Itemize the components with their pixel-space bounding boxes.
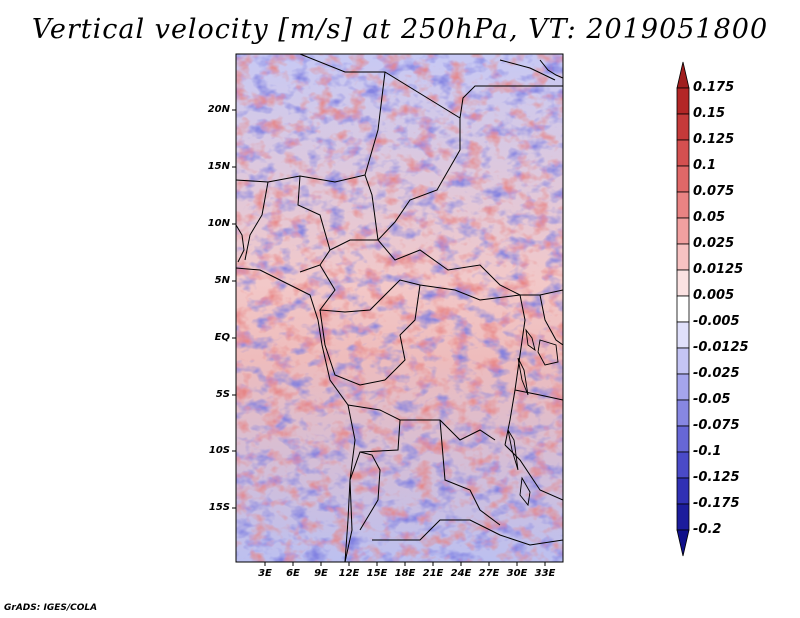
colorbar-label: -0.1 (693, 444, 722, 459)
colorbar-swatch (676, 165, 690, 193)
velocity-field (236, 54, 563, 562)
lat-label-20n: 20N (207, 104, 230, 115)
lat-label-15s: 15S (208, 502, 230, 513)
lon-label-9e: 9E (314, 568, 328, 579)
colorbar-swatch (676, 269, 690, 297)
colorbar-label: -0.175 (693, 496, 740, 511)
colorbar (676, 61, 690, 557)
map-frame (235, 53, 564, 563)
colorbar-label: 0.125 (693, 132, 735, 147)
lake-outlines (507, 328, 559, 507)
colorbar-label: -0.125 (693, 470, 740, 485)
lat-label-10n: 10N (207, 218, 230, 229)
lon-label-30e: 30E (506, 568, 528, 579)
footer-credit: GrADS: IGES/COLA (4, 603, 98, 613)
colorbar-swatch (676, 295, 690, 323)
colorbar-swatch (676, 399, 690, 427)
colorbar-swatch (676, 529, 690, 557)
colorbar-swatch (676, 373, 690, 401)
lon-label-18e: 18E (394, 568, 416, 579)
colorbar-swatch (676, 191, 690, 219)
lat-label-eq: EQ (214, 332, 230, 343)
lon-label-3e: 3E (258, 568, 272, 579)
map-title: Vertical velocity [m/s] at 250hPa, VT: 2… (31, 14, 769, 45)
colorbar-label: 0.075 (693, 184, 735, 199)
lon-label-21e: 21E (422, 568, 444, 579)
lon-label-15e: 15E (366, 568, 388, 579)
colorbar-label: 0.175 (693, 80, 735, 95)
lon-label-6e: 6E (286, 568, 300, 579)
colorbar-swatch (676, 321, 690, 349)
colorbar-swatch (676, 477, 690, 505)
colorbar-label: -0.2 (693, 522, 722, 537)
colorbar-label: -0.0125 (693, 340, 749, 355)
lon-label-12e: 12E (338, 568, 360, 579)
colorbar-swatch (676, 113, 690, 141)
colorbar-label: 0.05 (693, 210, 726, 225)
colorbar-swatch (676, 243, 690, 271)
lon-label-27e: 27E (478, 568, 500, 579)
colorbar-label: 0.005 (693, 288, 735, 303)
axis-ticks (232, 109, 546, 566)
colorbar-swatch (676, 347, 690, 375)
colorbar-swatch (676, 503, 690, 531)
lon-label-24e: 24E (450, 568, 472, 579)
colorbar-swatch (676, 451, 690, 479)
lat-label-10s: 10S (208, 445, 230, 456)
colorbar-swatch (676, 425, 690, 453)
colorbar-label: 0.0125 (693, 262, 744, 277)
colorbar-swatch (676, 87, 690, 115)
colorbar-label: 0.1 (693, 158, 717, 173)
country-borders (236, 54, 563, 562)
colorbar-swatch (676, 217, 690, 245)
colorbar-swatch (676, 139, 690, 167)
lon-label-33e: 33E (534, 568, 556, 579)
colorbar-swatch (676, 61, 690, 89)
lat-label-15n: 15N (207, 161, 230, 172)
lat-label-5n: 5N (214, 275, 230, 286)
colorbar-label: -0.025 (693, 366, 740, 381)
colorbar-label: 0.15 (693, 106, 726, 121)
colorbar-label: -0.05 (693, 392, 731, 407)
lat-label-5s: 5S (215, 389, 230, 400)
colorbar-label: 0.025 (693, 236, 735, 251)
colorbar-label: -0.075 (693, 418, 740, 433)
colorbar-label: -0.005 (693, 314, 740, 329)
